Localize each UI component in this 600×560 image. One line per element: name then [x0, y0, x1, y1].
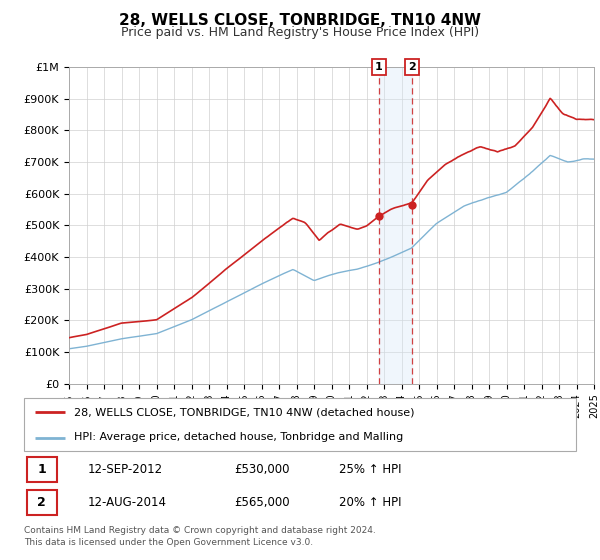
Text: 12-AUG-2014: 12-AUG-2014: [88, 496, 166, 508]
Bar: [379, 67, 412, 384]
Text: £530,000: £530,000: [234, 463, 289, 475]
Text: HPI: Average price, detached house, Tonbridge and Malling: HPI: Average price, detached house, Tonb…: [74, 432, 403, 442]
FancyBboxPatch shape: [27, 457, 57, 482]
Text: 1: 1: [37, 463, 46, 475]
Text: £565,000: £565,000: [234, 496, 289, 508]
Text: 28, WELLS CLOSE, TONBRIDGE, TN10 4NW (detached house): 28, WELLS CLOSE, TONBRIDGE, TN10 4NW (de…: [74, 408, 414, 418]
FancyBboxPatch shape: [27, 490, 57, 515]
Text: 2: 2: [408, 62, 416, 72]
Text: 20% ↑ HPI: 20% ↑ HPI: [338, 496, 401, 508]
Text: 28, WELLS CLOSE, TONBRIDGE, TN10 4NW: 28, WELLS CLOSE, TONBRIDGE, TN10 4NW: [119, 13, 481, 29]
Text: 2: 2: [37, 496, 46, 508]
Text: 1: 1: [375, 62, 383, 72]
Text: 12-SEP-2012: 12-SEP-2012: [88, 463, 163, 475]
Text: 25% ↑ HPI: 25% ↑ HPI: [338, 463, 401, 475]
Text: Contains HM Land Registry data © Crown copyright and database right 2024.: Contains HM Land Registry data © Crown c…: [24, 526, 376, 535]
Text: This data is licensed under the Open Government Licence v3.0.: This data is licensed under the Open Gov…: [24, 538, 313, 547]
Text: Price paid vs. HM Land Registry's House Price Index (HPI): Price paid vs. HM Land Registry's House …: [121, 26, 479, 39]
FancyBboxPatch shape: [24, 398, 576, 451]
